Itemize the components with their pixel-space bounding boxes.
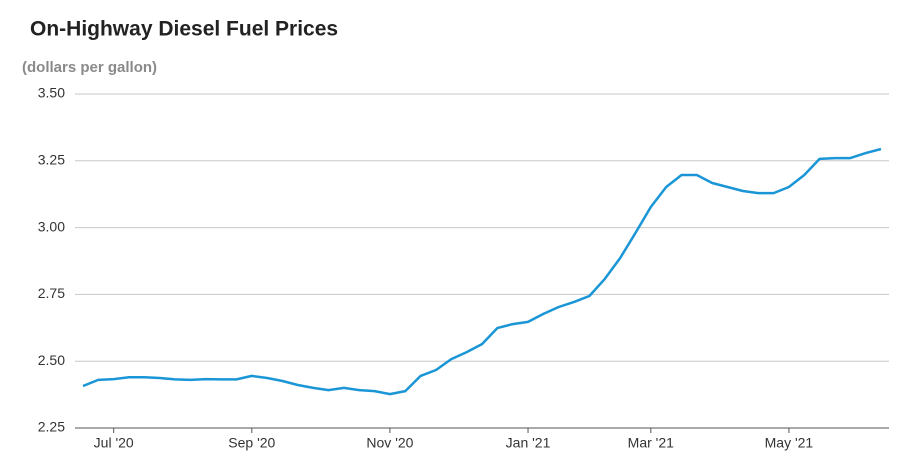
x-tick-label: Mar '21 [628, 435, 674, 451]
y-tick-label: 2.25 [38, 419, 65, 435]
y-tick-label: 3.50 [38, 85, 65, 101]
x-tick-label: Sep '20 [228, 435, 275, 451]
x-tick-label: Nov '20 [366, 435, 413, 451]
x-tick-label: Jan '21 [506, 435, 551, 451]
y-tick-label: 2.50 [38, 352, 65, 368]
chart-title: On-Highway Diesel Fuel Prices [30, 18, 338, 41]
y-tick-label: 3.25 [38, 152, 65, 168]
line [82, 147, 882, 396]
x-tick-label: Jul '20 [94, 435, 134, 451]
y-tick-label: 2.75 [38, 285, 65, 301]
chart-subtitle: (dollars per gallon) [22, 59, 157, 76]
y-tick-label: 3.00 [38, 218, 65, 234]
x-tick-label: May '21 [765, 435, 814, 451]
